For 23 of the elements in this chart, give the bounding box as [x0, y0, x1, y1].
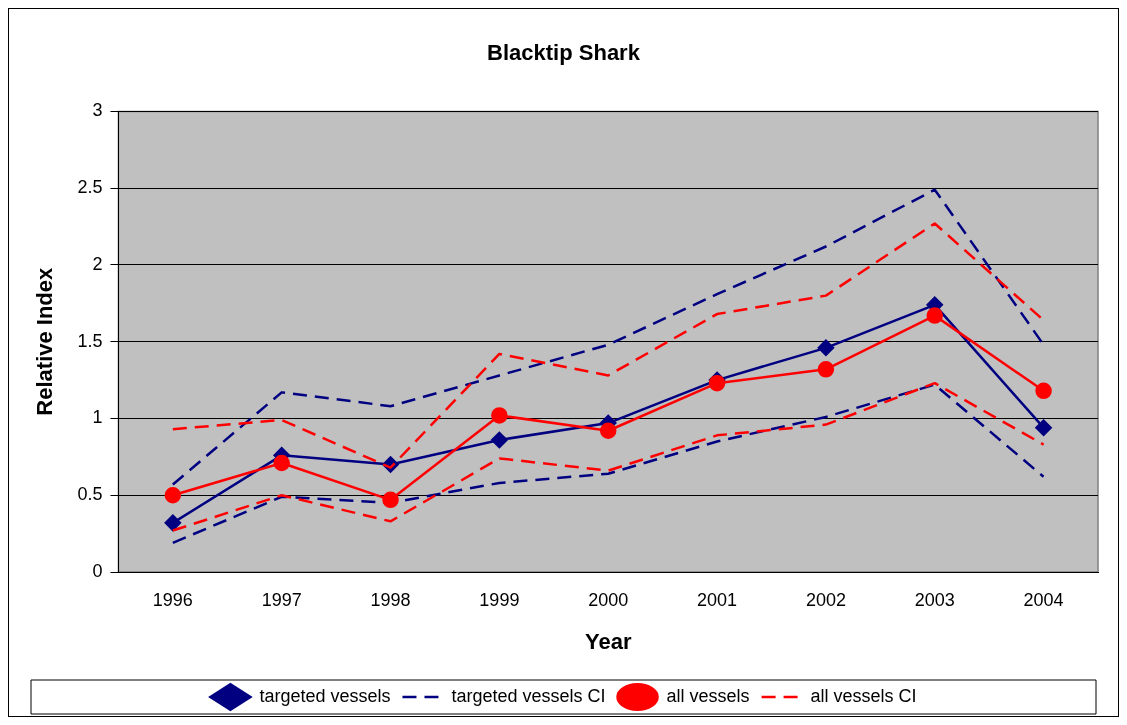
y-tick-label: 0.5: [77, 484, 103, 505]
x-tick-label: 1996: [152, 589, 193, 610]
legend-label: targeted vessels: [259, 685, 391, 706]
x-tick-label: 2001: [697, 589, 738, 610]
y-tick-label: 3: [92, 100, 103, 121]
legend-label: all vessels: [666, 685, 750, 706]
x-axis-title: Year: [584, 628, 632, 654]
x-tick-label: 1997: [261, 589, 302, 610]
x-tick-label: 2002: [805, 589, 846, 610]
y-tick-label: 2: [92, 253, 103, 274]
y-tick-label: 2.5: [77, 177, 103, 198]
y-axis-title: Relative Index: [32, 266, 58, 416]
x-tick-label: 2000: [588, 589, 629, 610]
y-tick-label: 0: [92, 560, 103, 581]
legend-label: all vessels CI: [810, 685, 917, 706]
x-tick-label: 2003: [914, 589, 955, 610]
x-tick-label: 1998: [370, 589, 411, 610]
y-tick-label: 1.5: [77, 330, 103, 351]
x-tick-label: 2004: [1023, 589, 1064, 610]
x-tick-label: 1999: [479, 589, 520, 610]
chart-title: Blacktip Shark: [487, 40, 641, 66]
y-tick-label: 1: [92, 407, 103, 428]
legend-label: targeted vessels CI: [451, 685, 606, 706]
